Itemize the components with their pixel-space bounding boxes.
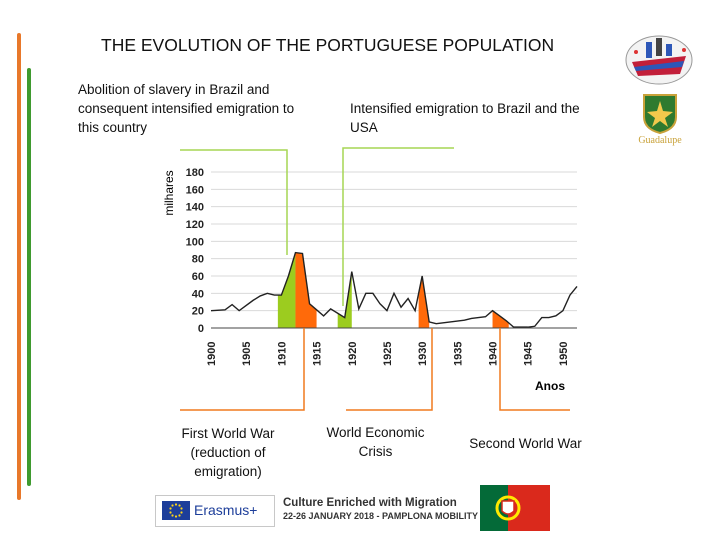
chart-callouts — [180, 147, 570, 411]
highlight-area-orange — [295, 252, 317, 328]
annotation-abolition: Abolition of slavery in Brazil and conse… — [78, 82, 295, 135]
x-tick-label: 1900 — [206, 342, 218, 366]
annotation-second-world-war: Second World War — [469, 436, 582, 451]
y-tick-label: 180 — [186, 167, 204, 179]
x-tick-label: 1945 — [523, 342, 535, 366]
x-tick-label: 1950 — [558, 342, 570, 366]
highlight-area-orange — [418, 276, 430, 328]
guadalupe-logo: Guadalupe — [632, 93, 688, 151]
x-tick-label: 1925 — [382, 342, 394, 366]
portugal-flag-icon — [480, 485, 550, 531]
erasmus-text: Erasmus+ — [194, 502, 258, 518]
y-tick-label: 100 — [186, 236, 204, 248]
ship-logo — [624, 22, 694, 86]
x-tick-label: 1940 — [488, 342, 500, 366]
callout-line-ww1 — [180, 328, 305, 411]
left-accent-bar-green — [27, 68, 31, 486]
x-tick-label: 1905 — [241, 342, 253, 366]
chart-grid — [211, 171, 577, 329]
annotation-economic-crisis: World Economic Crisis — [326, 425, 425, 459]
y-tick-label: 20 — [192, 306, 204, 318]
x-tick-label: 1915 — [312, 342, 324, 366]
highlight-area-orange — [492, 310, 509, 328]
guadalupe-logo-text: Guadalupe — [638, 135, 682, 146]
footer-event: Culture Enriched with Migration 22-26 JA… — [283, 497, 479, 521]
x-axis-label: Anos — [535, 379, 565, 393]
y-tick-label: 40 — [192, 288, 204, 300]
highlight-area-green — [277, 252, 296, 328]
left-accent-bar-orange — [17, 33, 21, 500]
eu-flag-icon — [162, 501, 190, 520]
page-title: THE EVOLUTION OF THE PORTUGUESE POPULATI… — [101, 35, 555, 55]
footer-culture-title: Culture Enriched with Migration — [283, 497, 457, 509]
y-tick-label: 0 — [198, 323, 204, 335]
x-tick-label: 1930 — [417, 342, 429, 366]
callout-line-abolition — [180, 149, 288, 255]
callout-line-intensified — [342, 147, 454, 306]
erasmus-logo: Erasmus+ — [155, 495, 275, 527]
x-tick-label: 1910 — [276, 342, 288, 366]
y-tick-label: 160 — [186, 184, 204, 196]
callout-line-crisis — [346, 328, 433, 411]
y-tick-label: 60 — [192, 271, 204, 283]
chart-series-lines — [210, 251, 578, 328]
y-tick-label: 140 — [186, 202, 204, 214]
chart-highlight-fills — [277, 252, 509, 328]
footer-mobility-date: 22-26 JANUARY 2018 - PAMPLONA MOBILITY — [283, 511, 479, 521]
chart-axes: 0 20 40 60 80 100 120 140 160 180 1900 1905 1910 1915… — [186, 167, 577, 366]
y-tick-label: 80 — [192, 254, 204, 266]
annotation-first-world-war: First World War (reduction of emigration… — [181, 426, 275, 479]
emigration-line — [210, 251, 578, 328]
callout-line-ww2 — [499, 328, 570, 411]
y-axis-label: milhares — [162, 170, 176, 215]
x-tick-label: 1935 — [452, 342, 464, 366]
x-tick-label: 1920 — [347, 342, 359, 366]
y-tick-label: 120 — [186, 219, 204, 231]
highlight-area-green — [337, 271, 352, 328]
annotation-intensified-emigration: Intensified emigration to Brazil and the… — [350, 101, 580, 135]
